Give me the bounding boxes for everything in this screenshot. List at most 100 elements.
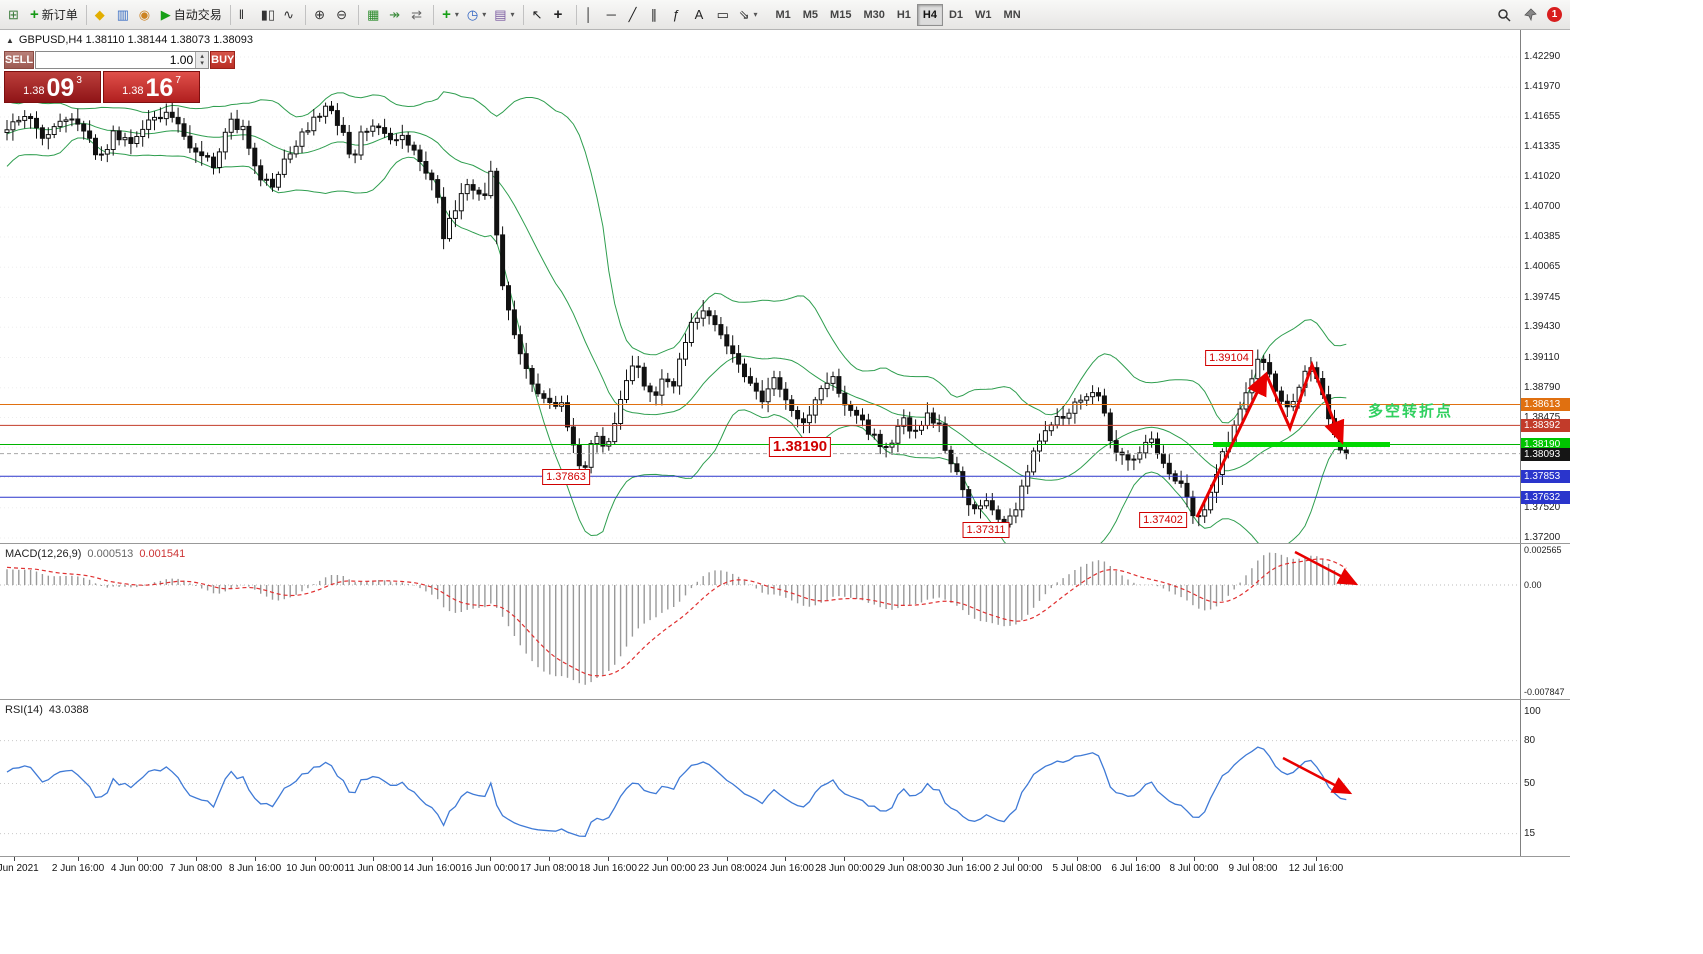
periods-button[interactable]: ◷ ▾ bbox=[463, 3, 490, 27]
price-marker-1.37853[interactable]: 1.37853 bbox=[1521, 470, 1570, 484]
cursor-button[interactable]: ↖ bbox=[528, 3, 550, 27]
sell-price-button[interactable]: 1.38 09 3 bbox=[4, 71, 101, 103]
chart-shift-button[interactable]: ⇄ bbox=[407, 3, 429, 27]
cursor-icon: ↖ bbox=[531, 7, 543, 22]
price-marker-1.38613[interactable]: 1.38613 bbox=[1521, 398, 1570, 412]
metaeditor-icon: ◆ bbox=[94, 7, 105, 22]
panel-splitter[interactable] bbox=[0, 856, 1570, 857]
bollinger-upper-band bbox=[6, 91, 1347, 424]
indicators-button-dropdown-caret[interactable]: ▾ bbox=[454, 10, 459, 19]
time-tick-label: 14 Jun 16:00 bbox=[403, 863, 461, 874]
indicators-button[interactable]: + ▾ bbox=[438, 3, 463, 27]
toolbar-separator bbox=[305, 4, 307, 25]
macd-chart[interactable] bbox=[0, 544, 1520, 699]
price-callout-1.38190[interactable]: 1.38190 bbox=[768, 437, 832, 457]
timeframe-h4[interactable]: H4 bbox=[916, 3, 943, 26]
chart-annotation-text[interactable]: 多空转折点 bbox=[1368, 403, 1454, 420]
market-watch-button[interactable]: ▥ bbox=[113, 3, 135, 27]
fibonacci-button[interactable]: ƒ bbox=[669, 3, 691, 27]
panel-splitter[interactable] bbox=[0, 699, 1570, 700]
macd-axis[interactable]: 0.002565 0.00 -0.007847 bbox=[1520, 544, 1570, 699]
terminal-button[interactable]: ◉ bbox=[135, 3, 157, 27]
price-tick-label: 1.38475 bbox=[1524, 411, 1561, 423]
timeframe-d1[interactable]: D1 bbox=[943, 4, 969, 26]
zoom-in-button[interactable]: ⊕ bbox=[310, 3, 332, 27]
buy-price-button[interactable]: 1.38 16 7 bbox=[103, 71, 200, 103]
volume-field[interactable]: ▴ ▾ bbox=[35, 51, 210, 69]
collapse-trade-panel-arrow[interactable]: ▲ bbox=[6, 35, 14, 45]
metaeditor-button[interactable]: ◆ bbox=[91, 3, 113, 27]
volume-input[interactable] bbox=[36, 52, 196, 68]
auto-scroll-button[interactable]: ↠ bbox=[385, 3, 407, 27]
trend-arrow-2[interactable] bbox=[1264, 360, 1345, 445]
autotrading-button[interactable]: ▶ 自动交易 bbox=[157, 3, 226, 27]
time-tick bbox=[549, 857, 550, 861]
notification-badge[interactable]: 1 bbox=[1547, 7, 1562, 22]
arrows-tool-button[interactable]: ⇘ ▾ bbox=[735, 3, 762, 27]
templates-button-dropdown-caret[interactable]: ▾ bbox=[510, 10, 515, 19]
price-tick-label: 1.40700 bbox=[1524, 201, 1561, 213]
panel-splitter[interactable] bbox=[0, 543, 1570, 544]
trade-controls-row: SELL ▴ ▾ BUY bbox=[4, 51, 236, 69]
vertical-line-button[interactable]: │ bbox=[581, 3, 603, 27]
volume-spinner[interactable]: ▴ ▾ bbox=[195, 52, 209, 68]
timeframe-mn[interactable]: MN bbox=[998, 4, 1027, 26]
zoom-out-button[interactable]: ⊖ bbox=[332, 3, 354, 27]
crosshair-button[interactable]: + bbox=[550, 3, 572, 27]
sell-button[interactable]: SELL bbox=[4, 51, 35, 69]
one-click-trading-panel: SELL ▴ ▾ BUY 1.38 09 3 1.38 bbox=[4, 51, 236, 103]
timeframe-m1[interactable]: M1 bbox=[769, 4, 796, 26]
volume-down-icon[interactable]: ▾ bbox=[200, 60, 204, 67]
text-button[interactable]: A bbox=[691, 3, 713, 27]
price-marker-1.37632[interactable]: 1.37632 bbox=[1521, 491, 1570, 505]
timeframe-m30[interactable]: M30 bbox=[857, 4, 890, 26]
sell-price-prefix: 1.38 bbox=[23, 85, 45, 97]
buy-button[interactable]: BUY bbox=[210, 51, 236, 69]
price-callout-1.39104[interactable]: 1.39104 bbox=[1205, 350, 1253, 366]
channel-button[interactable]: ∥ bbox=[647, 3, 669, 27]
price-callout-1.37311[interactable]: 1.37311 bbox=[962, 522, 1010, 538]
bar-chart-button[interactable]: ‖ bbox=[235, 3, 257, 27]
new-chart-button[interactable]: ⊞ bbox=[4, 3, 26, 27]
macd-down-arrow[interactable] bbox=[1294, 550, 1359, 586]
trend-arrow-1[interactable] bbox=[1195, 371, 1268, 518]
timeframe-m15[interactable]: M15 bbox=[824, 4, 857, 26]
macd-window[interactable]: MACD(12,26,9) 0.000513 0.001541 0.002565… bbox=[0, 544, 1570, 699]
timeframe-h1[interactable]: H1 bbox=[891, 4, 917, 26]
search-icon[interactable] bbox=[1493, 3, 1515, 27]
price-marker-1.38392[interactable]: 1.38392 bbox=[1521, 419, 1570, 433]
tile-windows-button[interactable]: ▦ bbox=[363, 3, 385, 27]
candlestick-chart-button[interactable]: ▮▯ bbox=[257, 3, 279, 27]
time-axis[interactable]: 1 Jun 2021 2 Jun 16:00 4 Jun 00:00 7 Jun 08… bbox=[0, 857, 1570, 880]
price-tick-label: 1.39745 bbox=[1524, 291, 1561, 303]
trendline-button[interactable]: ╱ bbox=[625, 3, 647, 27]
line-chart-button[interactable]: ∿ bbox=[279, 3, 301, 27]
arrows-tool-button-dropdown-caret[interactable]: ▾ bbox=[753, 10, 758, 19]
periods-button-dropdown-caret[interactable]: ▾ bbox=[482, 10, 487, 19]
time-tick-label: 8 Jun 16:00 bbox=[228, 863, 282, 874]
symbol-ohlc-text: GBPUSD,H4 1.38110 1.38144 1.38073 1.3809… bbox=[18, 34, 253, 46]
price-axis[interactable]: 1.42290 1.41970 1.41655 1.41335 1.41020 1.407… bbox=[1520, 30, 1570, 543]
price-chart[interactable] bbox=[0, 30, 1520, 543]
crosshair-icon: + bbox=[553, 6, 563, 23]
time-tick bbox=[1194, 857, 1195, 861]
rsi-chart[interactable] bbox=[0, 700, 1520, 856]
rsi-down-arrow[interactable] bbox=[1282, 756, 1353, 795]
timeframe-m5[interactable]: M5 bbox=[797, 4, 824, 26]
text-icon: A bbox=[694, 7, 704, 22]
macd-main-value: 0.000513 bbox=[87, 548, 134, 560]
timeframe-w1[interactable]: W1 bbox=[969, 4, 998, 26]
price-callout-1.37863[interactable]: 1.37863 bbox=[542, 469, 590, 485]
chart-window[interactable]: ▲ GBPUSD,H4 1.38110 1.38144 1.38073 1.38… bbox=[0, 30, 1570, 543]
time-tick bbox=[785, 857, 786, 861]
templates-button[interactable]: ▤ ▾ bbox=[490, 3, 518, 27]
new-order-button[interactable]: + 新订单 bbox=[26, 3, 82, 27]
text-label-button[interactable]: ▭ bbox=[713, 3, 735, 27]
pin-chart-icon[interactable] bbox=[1520, 3, 1542, 27]
rsi-window[interactable]: RSI(14) 43.0388 100 80 50 15 bbox=[0, 700, 1570, 856]
horizontal-line-button[interactable]: ─ bbox=[603, 3, 625, 27]
price-callout-1.37402[interactable]: 1.37402 bbox=[1139, 512, 1187, 528]
rsi-axis[interactable]: 100 80 50 15 bbox=[1520, 700, 1570, 856]
price-marker-1.38093[interactable]: 1.38093 bbox=[1521, 447, 1570, 461]
volume-up-icon[interactable]: ▴ bbox=[200, 53, 204, 60]
